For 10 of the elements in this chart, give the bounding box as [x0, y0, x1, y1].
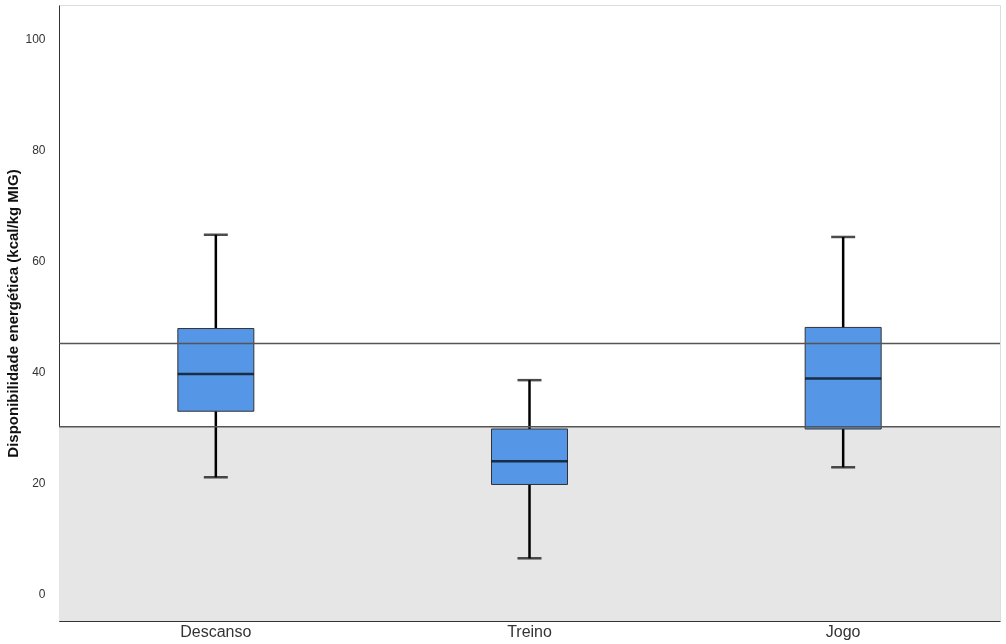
y-axis-title: Disponibilidade energética (kcal/kg MIG) [4, 169, 22, 458]
x-tick-label: Treino [507, 622, 552, 640]
y-tick-label: 40 [32, 364, 46, 379]
y-tick-label: 60 [32, 253, 46, 268]
y-tick-label: 80 [32, 142, 46, 157]
y-tick-label: 0 [38, 586, 46, 601]
y-tick-label: 20 [32, 475, 46, 490]
x-tick-label: Descanso [180, 622, 252, 640]
x-tick-label: Jogo [825, 622, 861, 640]
y-tick-label: 100 [25, 31, 46, 46]
